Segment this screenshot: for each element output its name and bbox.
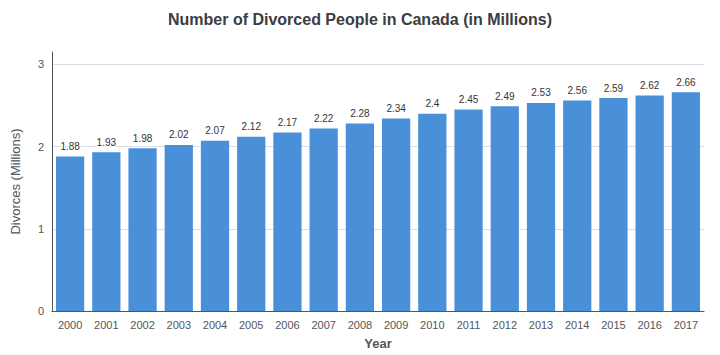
svg-text:1.88: 1.88 [60,141,80,152]
svg-text:2.49: 2.49 [495,91,515,102]
svg-text:2.28: 2.28 [350,108,370,119]
svg-text:2000: 2000 [58,319,82,331]
svg-text:2.62: 2.62 [640,80,660,91]
svg-text:2009: 2009 [384,319,408,331]
svg-text:2016: 2016 [637,319,661,331]
svg-text:2.56: 2.56 [567,85,587,96]
svg-text:2.07: 2.07 [205,125,225,136]
svg-text:2008: 2008 [348,319,372,331]
svg-text:2.34: 2.34 [386,103,406,114]
svg-text:2.59: 2.59 [604,83,624,94]
svg-text:2006: 2006 [275,319,299,331]
svg-text:2.12: 2.12 [241,121,261,132]
svg-text:2013: 2013 [529,319,553,331]
svg-text:1: 1 [38,223,44,235]
svg-text:Number of Divorced People in C: Number of Divorced People in Canada (in … [168,11,552,28]
svg-text:2001: 2001 [94,319,118,331]
svg-text:Year: Year [364,336,391,351]
svg-text:2010: 2010 [420,319,444,331]
svg-text:1.93: 1.93 [97,137,117,148]
svg-text:2015: 2015 [601,319,625,331]
svg-text:2.45: 2.45 [459,94,479,105]
svg-text:2011: 2011 [457,319,481,331]
svg-text:2014: 2014 [565,319,589,331]
svg-text:2.66: 2.66 [676,77,696,88]
svg-text:2005: 2005 [239,319,263,331]
svg-text:2012: 2012 [493,319,517,331]
svg-text:2017: 2017 [674,319,698,331]
svg-text:2.17: 2.17 [278,117,298,128]
svg-text:2003: 2003 [167,319,191,331]
svg-text:2.02: 2.02 [169,129,189,140]
svg-text:3: 3 [38,58,44,70]
svg-text:2002: 2002 [130,319,154,331]
svg-text:Divorces (Millions): Divorces (Millions) [8,128,23,234]
svg-text:0: 0 [38,305,44,317]
svg-text:2.4: 2.4 [425,98,439,109]
svg-text:2: 2 [38,141,44,153]
svg-text:2.22: 2.22 [314,113,334,124]
svg-text:2.53: 2.53 [531,87,551,98]
svg-text:2007: 2007 [311,319,335,331]
svg-text:1.98: 1.98 [133,133,153,144]
svg-text:2004: 2004 [203,319,227,331]
